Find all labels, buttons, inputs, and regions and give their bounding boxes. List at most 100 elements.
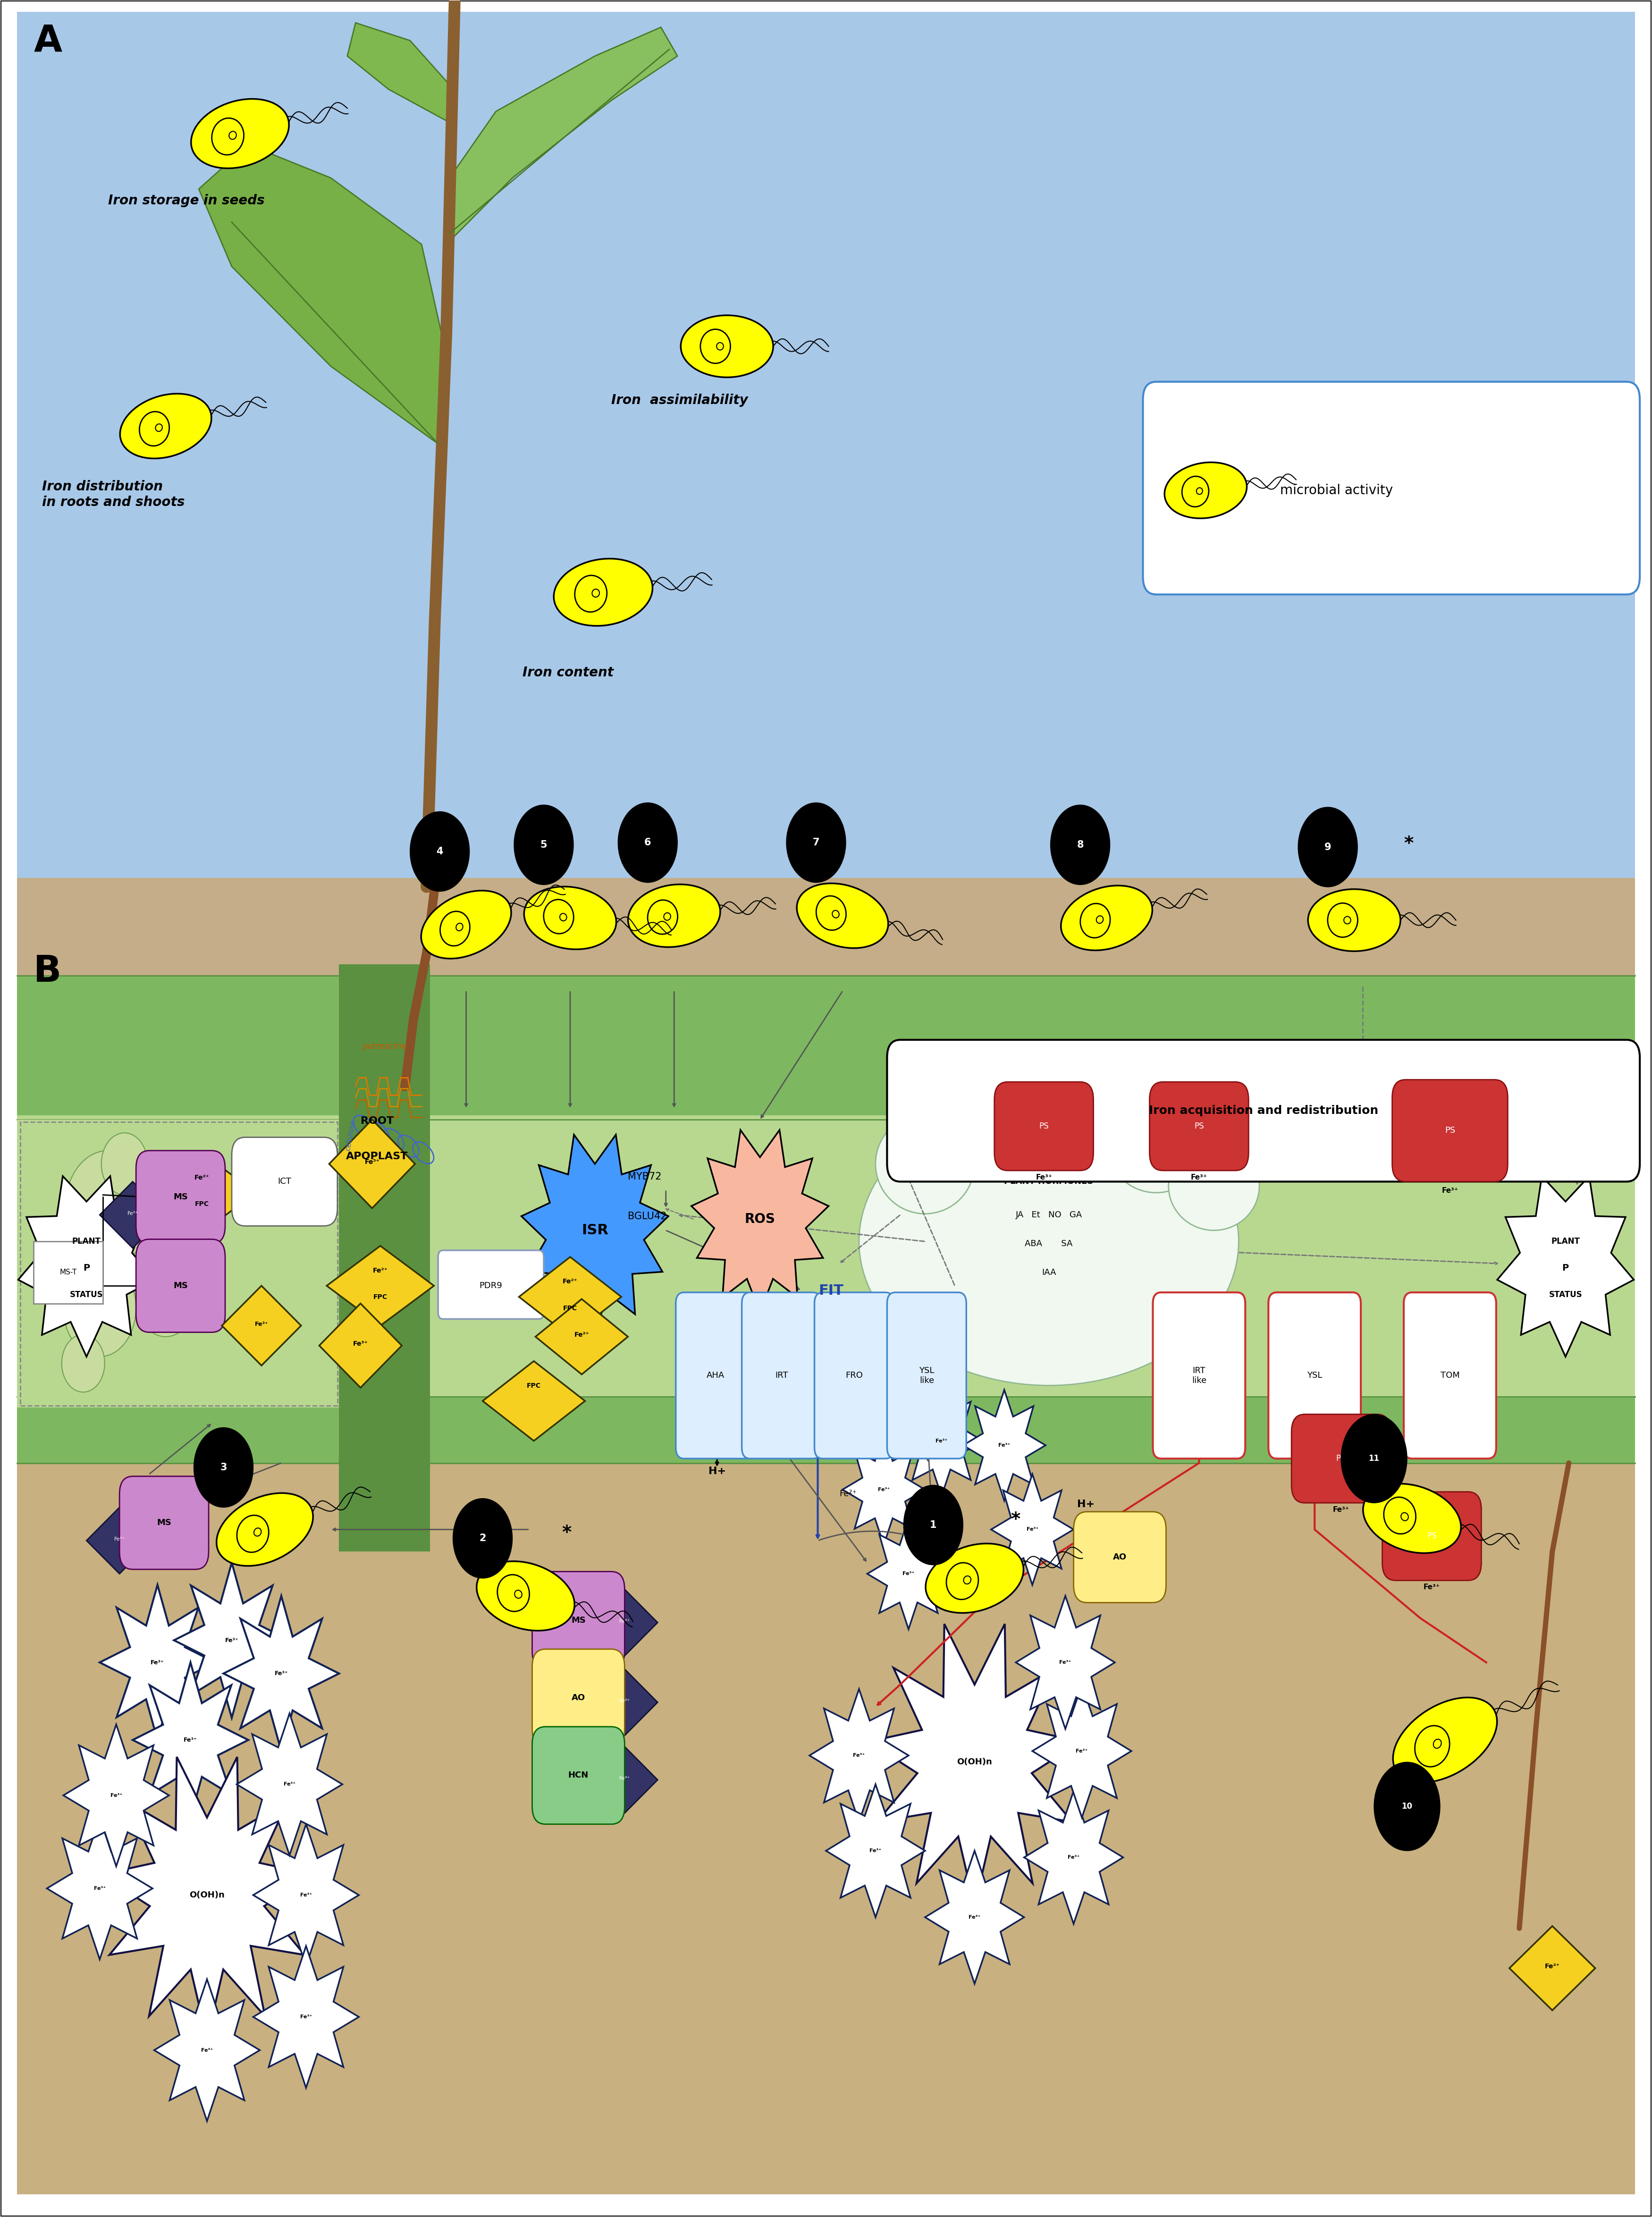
Text: P: P <box>1563 1264 1569 1273</box>
Polygon shape <box>46 1818 152 1960</box>
Polygon shape <box>221 1286 301 1366</box>
Circle shape <box>1374 1763 1441 1851</box>
Text: 1: 1 <box>930 1521 937 1530</box>
FancyBboxPatch shape <box>532 1572 624 1669</box>
Ellipse shape <box>1393 1698 1497 1782</box>
Text: IRT
like: IRT like <box>1191 1366 1206 1386</box>
Text: PDR9: PDR9 <box>479 1281 502 1290</box>
Polygon shape <box>591 1590 657 1656</box>
Text: 11: 11 <box>1368 1454 1379 1463</box>
FancyBboxPatch shape <box>231 1137 337 1226</box>
Text: P: P <box>83 1264 89 1273</box>
Circle shape <box>135 1257 195 1337</box>
Text: PS: PS <box>1039 1122 1049 1131</box>
FancyBboxPatch shape <box>1143 381 1640 594</box>
Circle shape <box>63 1259 135 1357</box>
Polygon shape <box>347 22 449 122</box>
Polygon shape <box>591 1747 657 1814</box>
Polygon shape <box>327 1246 434 1326</box>
Text: Fe³⁺: Fe³⁺ <box>1059 1661 1070 1665</box>
Bar <box>33 1242 102 1304</box>
Text: MYB72: MYB72 <box>628 1173 662 1182</box>
Ellipse shape <box>859 1097 1239 1386</box>
FancyBboxPatch shape <box>887 1293 966 1459</box>
Text: *: * <box>1404 836 1414 854</box>
Ellipse shape <box>216 1492 312 1565</box>
FancyBboxPatch shape <box>887 1040 1640 1182</box>
Text: MS: MS <box>173 1193 188 1202</box>
Polygon shape <box>253 1825 358 1966</box>
Text: Fe³⁺: Fe³⁺ <box>998 1443 1011 1448</box>
Circle shape <box>453 1499 512 1579</box>
Text: *: * <box>562 1523 572 1543</box>
Text: Fe³⁺: Fe³⁺ <box>1442 1186 1459 1195</box>
Text: 9: 9 <box>1325 842 1332 851</box>
Text: Iron storage in seeds: Iron storage in seeds <box>107 195 264 208</box>
Circle shape <box>101 1133 147 1195</box>
Polygon shape <box>446 27 677 244</box>
Polygon shape <box>826 1785 925 1918</box>
FancyBboxPatch shape <box>1150 1082 1249 1171</box>
Text: MS-T: MS-T <box>59 1268 78 1277</box>
Text: Fe³⁺: Fe³⁺ <box>620 1776 629 1780</box>
Circle shape <box>61 1335 104 1392</box>
Circle shape <box>64 1151 150 1266</box>
Text: O(OH)n: O(OH)n <box>957 1758 993 1767</box>
FancyBboxPatch shape <box>1269 1293 1361 1459</box>
FancyBboxPatch shape <box>438 1250 544 1319</box>
FancyBboxPatch shape <box>1153 1293 1246 1459</box>
Text: 10: 10 <box>1401 1802 1412 1811</box>
Text: Fe³⁺: Fe³⁺ <box>852 1754 866 1758</box>
Polygon shape <box>99 1182 165 1248</box>
Text: MS: MS <box>173 1281 188 1290</box>
Polygon shape <box>1016 1596 1115 1729</box>
Ellipse shape <box>1168 1142 1259 1230</box>
Text: IAA: IAA <box>1042 1268 1056 1277</box>
Ellipse shape <box>421 891 510 958</box>
Text: ICT: ICT <box>278 1177 291 1186</box>
Text: Fe³⁺: Fe³⁺ <box>365 1159 380 1166</box>
Text: BGLU42: BGLU42 <box>628 1213 667 1222</box>
Text: Fe³⁺: Fe³⁺ <box>1067 1856 1079 1860</box>
Text: Fe³⁺: Fe³⁺ <box>1191 1173 1208 1182</box>
Polygon shape <box>925 1851 1024 1984</box>
Polygon shape <box>900 1386 983 1496</box>
Text: Fe³⁺: Fe³⁺ <box>94 1887 106 1891</box>
Text: Fe²⁺: Fe²⁺ <box>575 1332 590 1339</box>
Polygon shape <box>173 1563 289 1718</box>
Text: Fe³⁺: Fe³⁺ <box>225 1636 238 1643</box>
Text: YSL: YSL <box>1307 1372 1322 1379</box>
Text: Fe³⁺: Fe³⁺ <box>202 2049 213 2053</box>
Text: Fe³⁺: Fe³⁺ <box>301 1893 312 1898</box>
Text: FPC: FPC <box>563 1306 577 1312</box>
Polygon shape <box>522 1135 669 1330</box>
Text: 4: 4 <box>436 847 443 856</box>
FancyBboxPatch shape <box>135 1239 225 1332</box>
Text: Fe²⁺: Fe²⁺ <box>563 1279 578 1286</box>
Bar <box>17 1120 339 1408</box>
Ellipse shape <box>192 100 289 168</box>
Bar <box>17 980 1635 2195</box>
Ellipse shape <box>1019 1073 1127 1179</box>
Text: 6: 6 <box>644 838 651 847</box>
Circle shape <box>904 1485 963 1565</box>
Text: FPC: FPC <box>373 1295 388 1301</box>
Text: Fe³⁺: Fe³⁺ <box>183 1736 197 1743</box>
Polygon shape <box>18 1177 155 1357</box>
Text: Fe³⁺: Fe³⁺ <box>1036 1173 1052 1182</box>
Ellipse shape <box>524 887 616 949</box>
Polygon shape <box>223 1596 339 1751</box>
Polygon shape <box>519 1257 621 1337</box>
FancyBboxPatch shape <box>995 1082 1094 1171</box>
Polygon shape <box>198 144 446 443</box>
FancyBboxPatch shape <box>119 1477 208 1570</box>
Polygon shape <box>482 1361 585 1441</box>
Text: Fe³⁺: Fe³⁺ <box>1075 1749 1087 1754</box>
Text: 8: 8 <box>1077 840 1084 849</box>
Circle shape <box>1341 1414 1408 1503</box>
Text: IRT: IRT <box>775 1372 788 1379</box>
Bar <box>17 975 1635 1120</box>
FancyBboxPatch shape <box>1292 1414 1391 1503</box>
Polygon shape <box>869 1623 1080 1907</box>
Polygon shape <box>236 1714 342 1856</box>
